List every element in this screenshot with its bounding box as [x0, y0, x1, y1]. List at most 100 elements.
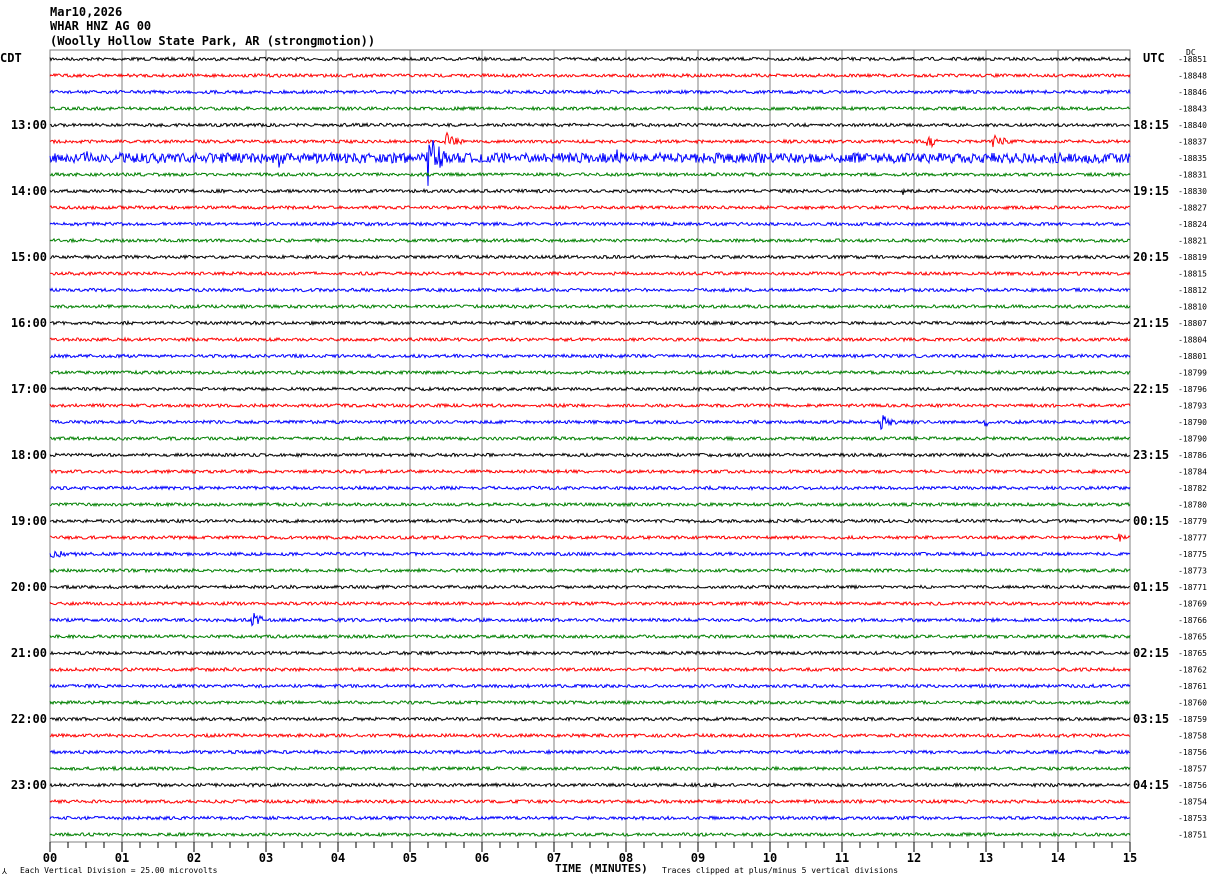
- trace-row-45: [49, 798, 1131, 805]
- trace-row-32: [49, 584, 1131, 591]
- left-time-label: 18:00: [11, 448, 47, 462]
- dc-offset: -18765: [1178, 649, 1207, 658]
- left-time-label: 19:00: [11, 514, 47, 528]
- trace-row-20: [49, 385, 1131, 393]
- trace-row-29: [49, 533, 1131, 542]
- dc-offset: -18851: [1178, 55, 1207, 64]
- trace-row-42: [49, 748, 1131, 756]
- x-axis-label: TIME (MINUTES): [555, 862, 648, 875]
- left-time-label: 13:00: [11, 118, 47, 132]
- left-time-label: 23:00: [11, 778, 47, 792]
- trace-row-43: [49, 765, 1131, 772]
- dc-offset: -18757: [1178, 765, 1207, 774]
- dc-offset: -18760: [1178, 699, 1207, 708]
- dc-offset: -18837: [1178, 138, 1207, 147]
- trace-row-35: [49, 633, 1131, 640]
- x-tick-label: 09: [691, 851, 705, 865]
- dc-offset: -18807: [1178, 319, 1207, 328]
- dc-offset: -18754: [1178, 798, 1207, 807]
- trace-row-30: [49, 550, 1131, 558]
- x-tick-label: 06: [475, 851, 489, 865]
- left-time-label: 20:00: [11, 580, 47, 594]
- trace-row-17: [49, 336, 1131, 343]
- trace-row-13: [49, 270, 1131, 277]
- dc-offset: -18848: [1178, 72, 1207, 81]
- trace-row-47: [49, 831, 1131, 838]
- dc-offset: -18843: [1178, 105, 1207, 114]
- dc-offset: -18831: [1178, 171, 1207, 180]
- dc-offset: -18827: [1178, 204, 1207, 213]
- right-time-label: 01:15: [1133, 580, 1169, 594]
- right-time-label: 20:15: [1133, 250, 1169, 264]
- right-time-label: 18:15: [1133, 118, 1169, 132]
- dc-offset: -18780: [1178, 501, 1207, 510]
- right-time-label: 19:15: [1133, 184, 1169, 198]
- trace-row-34: [49, 612, 1131, 627]
- x-tick-label: 12: [907, 851, 921, 865]
- dc-offset: -18799: [1178, 369, 1207, 378]
- x-tick-label: 15: [1123, 851, 1137, 865]
- dc-offset: -18796: [1178, 385, 1207, 394]
- dc-offset: -18777: [1178, 534, 1207, 543]
- left-time-label: 16:00: [11, 316, 47, 330]
- trace-row-38: [49, 682, 1131, 690]
- dc-offset: -18756: [1178, 781, 1207, 790]
- dc-offset: -18786: [1178, 451, 1207, 460]
- trace-row-39: [49, 699, 1131, 706]
- dc-offset: -18830: [1178, 187, 1207, 196]
- x-tick-label: 13: [979, 851, 993, 865]
- trace-row-33: [49, 600, 1131, 607]
- trace-row-9: [49, 204, 1131, 211]
- trace-row-40: [49, 716, 1131, 722]
- dc-offset: -18753: [1178, 814, 1207, 823]
- dc-offset: -18771: [1178, 583, 1207, 592]
- right-time-label: 02:15: [1133, 646, 1169, 660]
- dc-offset: -18846: [1178, 88, 1207, 97]
- scale-note: Each Vertical Division = 25.00 microvolt…: [20, 866, 218, 875]
- clip-note: Traces clipped at plus/minus 5 vertical …: [662, 866, 899, 875]
- x-tick-label: 04: [331, 851, 345, 865]
- left-time-label: 15:00: [11, 250, 47, 264]
- trace-row-41: [49, 732, 1131, 739]
- dc-offset: -18790: [1178, 435, 1207, 444]
- x-tick-label: 05: [403, 851, 417, 865]
- x-tick-label: 01: [115, 851, 129, 865]
- x-tick-label: 14: [1051, 851, 1065, 865]
- dc-offset: -18773: [1178, 567, 1207, 576]
- dc-offset: -18782: [1178, 484, 1207, 493]
- trace-row-14: [49, 286, 1131, 294]
- dc-header: DC: [1186, 48, 1196, 57]
- dc-offset: -18810: [1178, 303, 1207, 312]
- dc-offset: -18775: [1178, 550, 1207, 559]
- trace-row-16: [49, 319, 1131, 327]
- dc-offset: -18761: [1178, 682, 1207, 691]
- left-time-label: 14:00: [11, 184, 47, 198]
- trace-row-22: [49, 415, 1131, 431]
- trace-row-7: [49, 171, 1131, 178]
- x-tick-label: 11: [835, 851, 849, 865]
- right-time-label: 04:15: [1133, 778, 1169, 792]
- trace-row-12: [49, 254, 1131, 261]
- location: (Woolly Hollow State Park, AR (strongmot…: [50, 34, 376, 48]
- right-time-label: 23:15: [1133, 448, 1169, 462]
- right-time-label: 00:15: [1133, 514, 1169, 528]
- right-time-label: 22:15: [1133, 382, 1169, 396]
- trace-row-10: [49, 220, 1131, 228]
- trace-row-23: [50, 435, 1131, 442]
- trace-row-15: [49, 303, 1131, 310]
- x-tick-label: 03: [259, 851, 273, 865]
- dc-offset: -18756: [1178, 748, 1207, 757]
- dc-offset: -18779: [1178, 517, 1207, 526]
- trace-row-44: [49, 781, 1131, 789]
- trace-row-46: [49, 815, 1131, 822]
- trace-row-31: [49, 567, 1131, 574]
- trace-row-37: [49, 666, 1131, 673]
- dc-offset: -18765: [1178, 633, 1207, 642]
- x-tick-label: 02: [187, 851, 201, 865]
- trace-row-27: [49, 501, 1131, 508]
- dc-offset: -18751: [1178, 831, 1207, 840]
- trace-row-28: [49, 517, 1131, 525]
- trace-row-4: [49, 121, 1131, 129]
- dc-offset: -18804: [1178, 336, 1207, 345]
